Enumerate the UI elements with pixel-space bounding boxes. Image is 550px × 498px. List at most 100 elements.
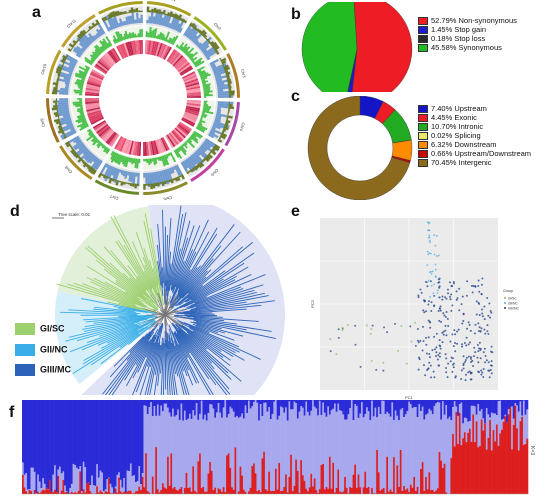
tree-branch [60, 311, 137, 315]
snp-bar [200, 160, 204, 163]
snp-bar [53, 87, 58, 90]
admixture-bar-k1 [104, 400, 107, 490]
admixture-bar-k1 [484, 400, 487, 424]
scatter-point [478, 290, 481, 293]
admixture-bar-k3 [467, 432, 470, 494]
admixture-bar-k2 [200, 400, 203, 489]
heatmap-cell [87, 79, 102, 86]
scatter-point [427, 279, 430, 282]
scatter-point [478, 347, 481, 350]
scatter-point [482, 376, 485, 379]
indel-bar [203, 105, 212, 109]
tree-branch [171, 275, 237, 312]
admixture-bar-k3 [133, 492, 136, 494]
density-bar [72, 137, 81, 144]
admixture-bar-k3 [89, 491, 92, 494]
admixture-bar-k1 [226, 400, 229, 418]
admixture-bar-k3 [381, 489, 384, 494]
heatmap-cell [127, 41, 133, 56]
snp-bar [102, 174, 107, 179]
scatter-point [483, 305, 486, 308]
scatter-point [405, 362, 408, 365]
admixture-bar-k1 [116, 400, 119, 475]
heatmap-cell [154, 139, 161, 154]
admixture-bar-k2 [376, 417, 379, 450]
admixture-bar-k1 [222, 400, 225, 408]
snp-bar [154, 182, 158, 187]
admixture-bar-k1 [489, 400, 492, 418]
scatter-point [429, 364, 432, 367]
admixture-bar-k2 [160, 405, 163, 491]
admixture-bar-k2 [285, 407, 288, 475]
heatmap-cell [129, 41, 134, 56]
density-bar [215, 116, 222, 121]
snp-bar [159, 182, 162, 184]
chromosome-label: Chr3 [240, 68, 247, 78]
admixture-bar-k2 [369, 420, 372, 494]
scatter-point [456, 342, 459, 345]
snp-bar [205, 37, 208, 41]
tree-branch [177, 320, 239, 348]
admixture-bar-k3 [374, 493, 377, 494]
admixture-bar-k3 [234, 447, 237, 494]
scatter-point [477, 344, 480, 347]
admixture-bar-k1 [273, 400, 276, 402]
density-bar [65, 54, 78, 63]
admixture-bar-k1 [150, 400, 153, 403]
legend-label: 4.45% Exonic [431, 113, 477, 122]
admixture-bar-k2 [158, 415, 161, 493]
admixture-bar-k2 [480, 409, 483, 420]
scatter-point [429, 326, 432, 329]
tree-branch [186, 331, 231, 367]
snp-bar [175, 14, 180, 20]
admixture-bar-k3 [261, 458, 264, 494]
tree-inner-branch [152, 308, 166, 316]
snp-bar [57, 116, 60, 119]
admixture-bar-k3 [398, 486, 401, 494]
admixture-bar-k3 [222, 487, 225, 494]
admixture-bar-k2 [475, 414, 478, 422]
admixture-bar-k1 [84, 400, 87, 468]
admixture-bar-k3 [366, 487, 369, 494]
snp-bar [92, 169, 97, 175]
admixture-bar-k3 [482, 430, 485, 494]
tree-branch [124, 340, 150, 381]
admixture-bar-k3 [462, 438, 465, 494]
scatter-point [484, 361, 487, 364]
snp-bar [56, 78, 60, 81]
snp-bar [138, 10, 141, 13]
admixture-bar-k1 [244, 400, 247, 406]
indel-bar [114, 153, 120, 164]
density-bar [111, 167, 117, 176]
admixture-bar-k1 [494, 400, 497, 414]
heatmap-cell [179, 121, 192, 131]
admixture-bar-k1 [215, 400, 218, 413]
snp-bar [228, 88, 232, 91]
scatter-point [416, 327, 419, 330]
admixture-bar-k3 [258, 489, 261, 494]
heatmap-cell [184, 111, 199, 118]
admixture-bar-k1 [479, 400, 482, 412]
tree-branch [100, 321, 156, 365]
snp-bar [119, 11, 123, 16]
admixture-bar-k3 [202, 486, 205, 494]
heatmap-cell [172, 129, 184, 142]
indel-bar [183, 46, 191, 54]
panel-label-a: a [32, 4, 41, 21]
scatter-point [426, 281, 429, 283]
admixture-bar-k2 [489, 417, 492, 420]
admixture-bar-k3 [480, 419, 483, 494]
tree-branch [189, 327, 236, 354]
tree-branch [169, 249, 194, 304]
admixture-bar-k2 [175, 415, 178, 490]
scatter-point [479, 330, 482, 333]
tree-branch [193, 321, 222, 330]
scatter-point [426, 285, 429, 288]
scatter-point [468, 341, 471, 344]
panel-label-f: f [9, 404, 15, 421]
tree-branch [181, 269, 212, 299]
indel-bar [96, 140, 101, 144]
admixture-bar-k3 [91, 493, 94, 494]
tree-branch [188, 325, 261, 360]
heatmap-cell [131, 40, 136, 55]
